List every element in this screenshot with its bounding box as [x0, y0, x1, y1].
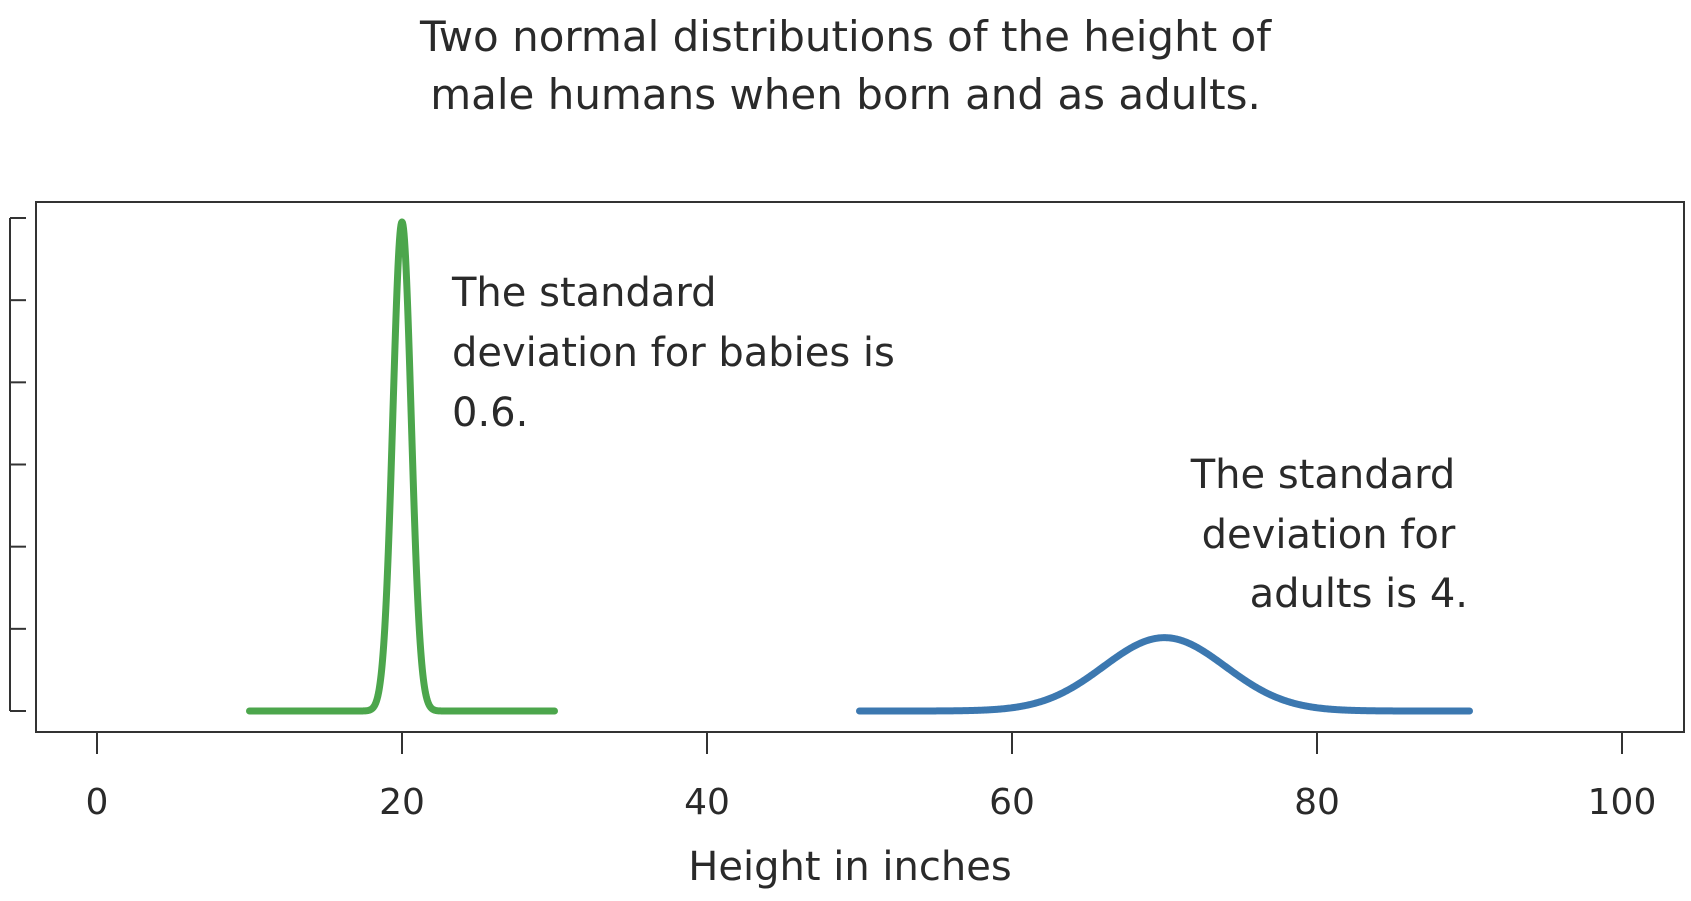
x-axis-title: Height in inches	[688, 844, 1011, 890]
series-line-babies	[246, 218, 558, 715]
chart-title-line-2: male humans when born and as adults.	[430, 70, 1261, 119]
y-ticks	[10, 217, 26, 712]
x-tick-label: 80	[1294, 782, 1340, 823]
series-line-adults	[856, 634, 1473, 715]
annotation-adults-line-1: The standard	[1190, 452, 1456, 498]
x-tick-label: 0	[86, 782, 109, 823]
x-tick-label: 20	[379, 782, 425, 823]
chart-title: Two normal distributions of the height o…	[0, 8, 1691, 124]
x-tick-label: 40	[684, 782, 730, 823]
annotation-adults-line-3: adults is 4.	[1250, 571, 1468, 617]
annotation-babies-line-2: deviation for babies is	[452, 330, 895, 376]
annotation-babies-sd: The standard deviation for babies is 0.6…	[451, 270, 908, 436]
annotation-adults-line-2: deviation for	[1202, 512, 1456, 558]
annotation-babies-line-3: 0.6.	[452, 390, 528, 436]
annotation-adults-sd: The standard deviation for adults is 4.	[1190, 452, 1468, 617]
annotation-babies-line-1: The standard	[451, 270, 717, 316]
x-tick-label: 60	[989, 782, 1035, 823]
x-tick-label: 100	[1588, 782, 1657, 823]
chart-title-line-1: Two normal distributions of the height o…	[419, 12, 1271, 61]
x-ticks: 0 20 40 60 80 100	[86, 732, 1657, 823]
series-layer	[246, 218, 1473, 715]
